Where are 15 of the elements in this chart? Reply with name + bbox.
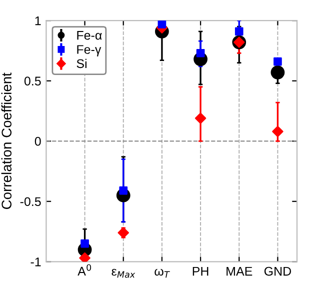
y-axis-title: Correlation Coefficient [1,72,12,209]
y-tick-label: 0.5 [24,76,41,86]
x-tick-label: PH [192,266,208,276]
x-tick-label: ω$_{T}$ [154,268,170,278]
legend-label: Fe-γ [77,45,102,56]
y-tick-label: -0.5 [20,197,41,206]
x-tick-label: GND [264,266,291,276]
y-tick-label: 1 [35,16,41,26]
legend-label: Si [76,58,86,68]
y-tick-label: 0 [34,136,41,146]
x-tick-label: ε$_{Max}$ [112,268,136,278]
x-tick-label: A$^{0}$ [78,264,92,276]
y-tick-label: -1 [30,258,41,266]
x-tick-label: MAE [226,266,252,276]
legend-label: Fe-α [77,31,102,40]
